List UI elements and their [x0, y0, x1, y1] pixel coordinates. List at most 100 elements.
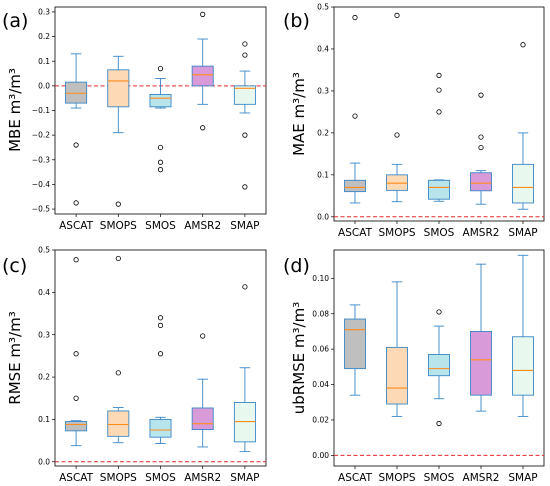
x-tick-label: SMAP	[230, 220, 259, 232]
outlier-point	[436, 309, 442, 315]
x-tick-label: SMOPS	[100, 220, 137, 232]
outlier-point	[352, 113, 358, 119]
outlier-point	[242, 184, 248, 190]
box-smos	[149, 66, 172, 173]
outlier-point	[436, 420, 442, 427]
y-tick-label: −0.2	[32, 131, 50, 140]
panel-label: (b)	[283, 10, 310, 32]
outlier-point	[242, 132, 248, 138]
outlier-point	[157, 315, 164, 321]
y-tick-label: 0.5	[38, 246, 50, 255]
box-smops	[386, 281, 408, 417]
box-smos	[428, 309, 450, 427]
x-tick-label: SMOS	[424, 227, 455, 239]
y-axis-title: MBE m³/m³	[6, 68, 24, 152]
iqr-box	[470, 330, 492, 396]
outlier-point	[520, 42, 526, 48]
iqr-box	[344, 179, 366, 193]
outlier-point	[352, 14, 358, 21]
x-tick-label: AMSR2	[463, 227, 500, 239]
y-axis-title: ubRMSE m³/m³	[290, 302, 308, 414]
outlier-point	[436, 109, 442, 115]
iqr-box	[65, 81, 88, 104]
y-tick-label: −0.5	[32, 205, 50, 214]
box-amsr2	[191, 333, 214, 448]
y-tick-label: −0.3	[32, 155, 50, 164]
iqr-box	[386, 346, 408, 405]
y-tick-label: 0.0	[38, 457, 50, 466]
x-tick-label: ASCAT	[59, 472, 94, 484]
y-tick-label: 0.4	[317, 45, 329, 54]
x-tick-label: AMSR2	[184, 472, 221, 484]
x-tick-label: ASCAT	[59, 220, 94, 232]
y-tick-label: 0.0	[38, 81, 50, 90]
x-tick-label: SMOS	[145, 220, 176, 232]
outlier-point	[394, 12, 400, 18]
iqr-box	[512, 336, 534, 396]
box-smops	[386, 12, 408, 203]
iqr-box	[107, 410, 130, 437]
box-ascat	[344, 14, 366, 204]
x-tick-label: SMOPS	[379, 227, 416, 239]
y-tick-label: 0.02	[312, 416, 329, 425]
box-ascat	[65, 257, 88, 447]
outlier-point	[115, 201, 121, 207]
box-ascat	[65, 53, 88, 206]
outlier-point	[200, 11, 206, 17]
x-tick-label: SMOS	[424, 472, 455, 484]
x-tick-label: SMOPS	[379, 472, 416, 484]
outlier-point	[157, 351, 164, 357]
x-tick-label: SMAP	[508, 472, 537, 484]
iqr-box	[386, 174, 408, 191]
iqr-box	[512, 163, 534, 204]
y-tick-label: 0.5	[317, 3, 329, 12]
x-tick-label: AMSR2	[463, 472, 500, 484]
y-tick-label: −0.1	[32, 106, 50, 115]
y-tick-label: 0.08	[312, 309, 329, 318]
y-tick-label: 0.06	[312, 345, 329, 354]
outlier-point	[394, 132, 400, 138]
box-smap	[512, 42, 534, 210]
box-amsr2	[191, 11, 214, 131]
iqr-box	[191, 65, 214, 87]
y-tick-label: −0.4	[32, 180, 50, 189]
y-tick-label: 0.3	[38, 330, 50, 339]
outlier-point	[157, 167, 164, 173]
y-tick-label: 0.4	[38, 288, 50, 297]
iqr-box	[191, 407, 214, 431]
panel-2: 0.0 0.1 0.2 0.3 0.4 0.5 ASCAT SMOPS SMOS AMSR2 SMA…	[283, 3, 545, 239]
box-amsr2	[470, 92, 492, 205]
panel-1: −0.5 −0.4 −0.3 −0.2 −0.1 0.0 0.1 0.2 0.3 ASCAT SMO…	[2, 6, 267, 232]
y-tick-label: 0.04	[312, 380, 329, 389]
outlier-point	[115, 370, 121, 376]
panel-4: 0.00 0.02 0.04 0.06 0.08 0.10 ASCAT SMOPS SMOS AM…	[283, 249, 545, 484]
outlier-point	[73, 257, 79, 263]
outlier-point	[436, 72, 442, 78]
x-tick-label: SMOS	[145, 472, 176, 484]
y-tick-label: 0.3	[317, 87, 329, 96]
box-smops	[107, 255, 130, 444]
box-smos	[428, 72, 450, 202]
box-smap	[512, 254, 534, 417]
outlier-point	[436, 87, 442, 93]
panel-label: (d)	[283, 255, 310, 277]
y-tick-label: 0.2	[317, 128, 329, 137]
x-tick-label: ASCAT	[338, 472, 373, 484]
outlier-point	[157, 159, 164, 165]
iqr-box	[107, 69, 130, 108]
outlier-point	[478, 92, 484, 98]
outlier-point	[157, 144, 164, 151]
iqr-box	[344, 318, 366, 370]
iqr-box	[233, 85, 256, 105]
box-smap	[233, 41, 256, 190]
outlier-point	[478, 134, 484, 140]
outlier-point	[200, 333, 206, 339]
iqr-box	[149, 418, 172, 438]
outlier-point	[73, 142, 79, 148]
panel-label: (a)	[2, 10, 28, 32]
box-ascat	[344, 304, 366, 396]
box-amsr2	[470, 263, 492, 412]
y-axis-title: MAE m³/m³	[290, 72, 308, 156]
y-axis-title: RMSE m³/m³	[6, 311, 24, 404]
outlier-point	[478, 144, 484, 151]
